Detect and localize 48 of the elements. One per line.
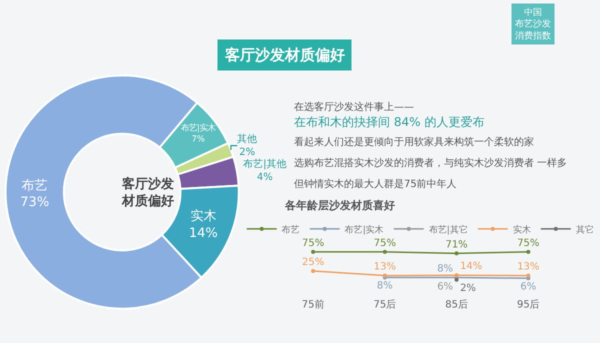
data-label: 2%: [239, 147, 256, 158]
x-tick-label: 85后: [445, 298, 468, 311]
data-label: 4%: [256, 172, 273, 184]
slice-label: 布艺|其他: [243, 158, 287, 170]
x-tick-label: 75后: [373, 298, 396, 311]
slice-label: 布艺: [22, 178, 48, 194]
text: 但钟情实木的最大人群是75前中年人: [294, 178, 457, 190]
data-label: 8%: [376, 280, 393, 292]
data-label: 14%: [188, 226, 218, 241]
legend-label: 实木: [512, 224, 531, 236]
chart-title: 客厅沙发材质偏好: [224, 46, 345, 64]
slice-label: 实木: [190, 208, 216, 224]
point: [382, 250, 387, 254]
text: 选购布艺混搭实木沙发的消费者，与纯实木沙发消费者 一样多: [294, 157, 568, 169]
x-tick-label: 75前: [302, 298, 324, 311]
data-label: 71%: [445, 239, 468, 250]
point: [526, 274, 530, 278]
slice-label: 布艺|实木: [180, 122, 216, 133]
point: [454, 251, 459, 256]
data-label: 6%: [437, 281, 454, 292]
point: [311, 269, 316, 273]
text: 在选客厅沙发这件事上——: [294, 101, 414, 113]
data-label: 25%: [302, 257, 324, 268]
legend-label: 布艺|实木: [344, 224, 384, 236]
data-label: 7%: [192, 134, 205, 144]
data-label: 13%: [374, 262, 396, 273]
data-label: 2%: [460, 282, 476, 294]
text: 看起来人们还是更倾向于用软家具来构筑一个柔软的家: [294, 136, 534, 148]
text: 客厅沙发材质偏好: [121, 176, 174, 209]
x-tick-label: 95后: [516, 298, 540, 311]
text: 中国布艺沙发消费指数: [515, 7, 551, 42]
slice-label: 其他: [237, 133, 258, 146]
data-label: 8%: [437, 264, 454, 275]
data-label: 75%: [517, 238, 540, 249]
text: 在布和木的抉择间 84% 的人更爱布: [294, 115, 484, 129]
chart-title: 各年龄层沙发材质喜好: [284, 199, 395, 212]
legend-label: 布艺|其它: [428, 224, 468, 236]
legend-label: 布艺: [282, 224, 300, 236]
data-label: 13%: [517, 262, 540, 273]
point: [526, 250, 530, 254]
point: [311, 250, 316, 254]
point: [454, 273, 459, 278]
data-label: 75%: [374, 238, 396, 249]
data-label: 75%: [302, 238, 324, 249]
data-label: 6%: [520, 281, 536, 292]
data-label: 14%: [460, 261, 482, 272]
data-label: 73%: [20, 195, 50, 210]
legend-label: 其它: [576, 224, 594, 236]
